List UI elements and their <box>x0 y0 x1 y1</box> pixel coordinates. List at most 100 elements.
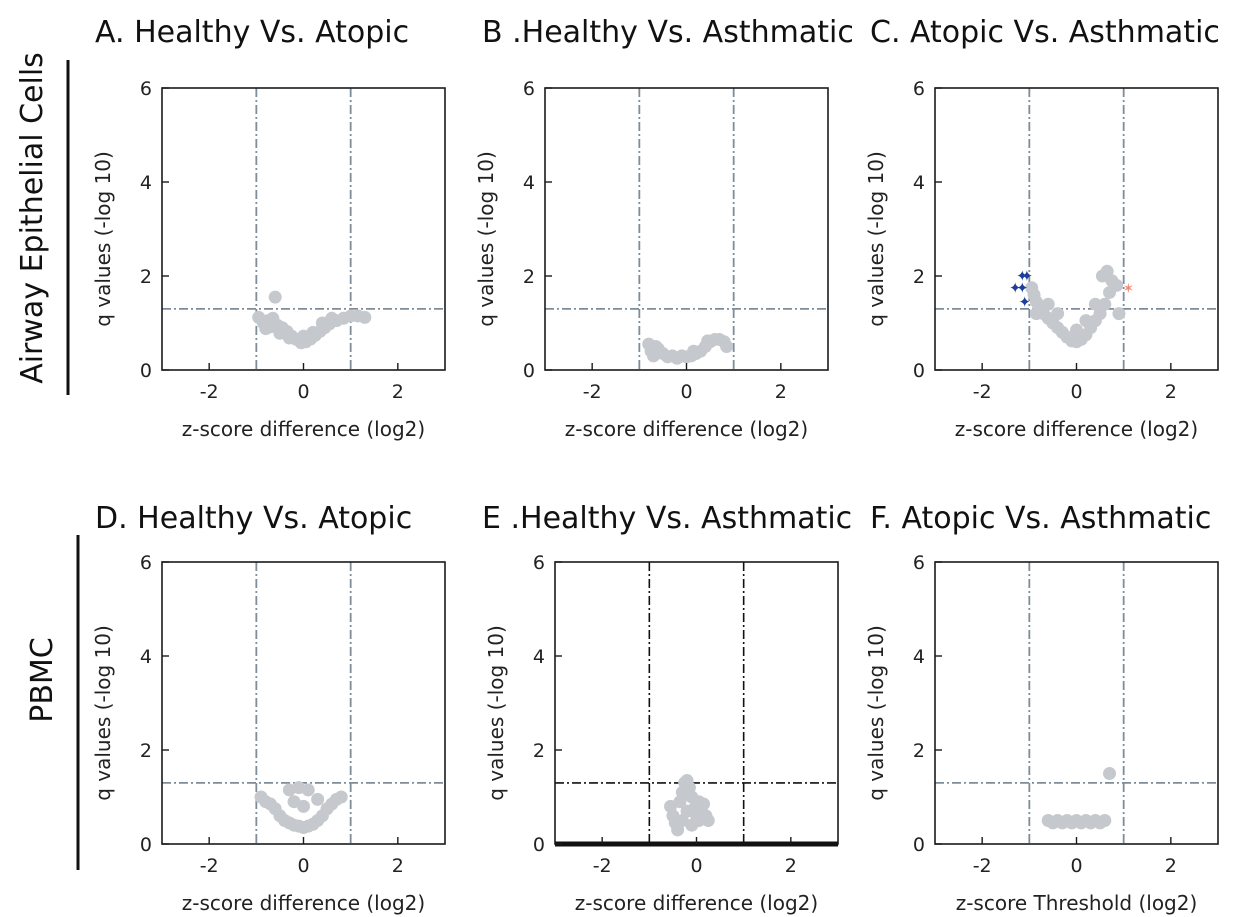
x-tick-label: -2 <box>973 381 992 403</box>
y-tick-label: 0 <box>913 360 925 382</box>
x-axis-label: z-score difference (log2) <box>955 417 1198 441</box>
y-tick-label: 2 <box>533 740 545 762</box>
data-point <box>287 795 301 809</box>
data-point <box>263 320 277 334</box>
y-tick-label: 0 <box>913 834 925 856</box>
panel-a: A. Healthy Vs. Atopic 0 2 4 6 -2 0 2 z-score dif… <box>91 15 446 441</box>
x-tick-label: 0 <box>1070 855 1082 877</box>
y-tick-label: 2 <box>140 266 152 288</box>
panel-b: B .Healthy Vs. Asthmatic 0 2 4 6 -2 0 2 z-score … <box>474 15 854 441</box>
data-point <box>692 795 706 809</box>
data-point <box>1079 314 1093 328</box>
x-tick-label: 2 <box>392 381 404 403</box>
data-point-down: ✦ <box>1009 279 1022 297</box>
x-tick-label: -2 <box>593 855 612 877</box>
y-tick-label: 4 <box>533 646 545 668</box>
panel-d: D. Healthy Vs. Atopic 0 2 4 6 -2 0 2 z-score dif… <box>91 501 446 915</box>
y-axis-label: q values (-log 10) <box>474 151 498 327</box>
data-point <box>720 340 734 353</box>
x-axis-label: z-score difference (log2) <box>182 417 425 441</box>
data-point <box>282 331 296 345</box>
x-tick-label: -2 <box>973 855 992 877</box>
panel-f: F. Atopic Vs. Asthmatic 0 2 4 6 -2 0 2 z-score T… <box>864 501 1219 915</box>
y-axis-label: q values (-log 10) <box>484 625 508 801</box>
x-tick-label: -2 <box>200 381 219 403</box>
x-tick-label: 2 <box>1165 855 1177 877</box>
panel-title: D. Healthy Vs. Atopic <box>95 501 412 536</box>
data-point-down: ✦ <box>1021 267 1034 285</box>
row-label-pbmc: PBMC <box>25 637 60 723</box>
y-tick-label: 0 <box>140 834 152 856</box>
y-tick-label: 0 <box>523 360 535 382</box>
panel-title: B .Healthy Vs. Asthmatic <box>482 15 854 50</box>
y-tick-label: 4 <box>140 646 152 668</box>
data-point <box>1098 814 1112 827</box>
panel-title: E .Healthy Vs. Asthmatic <box>482 501 852 536</box>
data-point <box>1051 307 1065 321</box>
x-axis-label: z-score Threshold (log2) <box>956 891 1198 915</box>
data-point <box>687 344 701 358</box>
data-point <box>1070 323 1083 337</box>
data-point <box>680 804 694 818</box>
y-tick-label: 6 <box>913 552 925 574</box>
data-point <box>701 334 715 348</box>
plot-frame <box>544 87 829 371</box>
data-point <box>306 325 320 339</box>
data-point <box>1029 307 1043 321</box>
data-point <box>1041 297 1055 311</box>
y-axis-label: q values (-log 10) <box>91 151 115 327</box>
y-tick-label: 2 <box>913 266 925 288</box>
data-point <box>1088 297 1102 311</box>
y-tick-label: 4 <box>913 172 925 194</box>
row-label-airway: Airway Epithelial Cells <box>15 52 50 384</box>
data-point-up: ✶ <box>1123 281 1135 297</box>
x-tick-label: 2 <box>785 855 797 877</box>
data-point <box>1098 297 1112 311</box>
x-tick-label: 0 <box>297 855 309 877</box>
data-point-down: ✦ <box>1018 293 1031 311</box>
panel-title: C. Atopic Vs. Asthmatic <box>870 15 1220 50</box>
x-tick-label: 2 <box>1165 381 1177 403</box>
y-tick-label: 6 <box>913 78 925 100</box>
x-axis-label: z-score difference (log2) <box>565 417 808 441</box>
data-point <box>268 290 282 304</box>
x-tick-label: -2 <box>200 855 219 877</box>
x-tick-label: 0 <box>690 855 702 877</box>
x-tick-label: 2 <box>392 855 404 877</box>
data-point-down: ✦ <box>1016 267 1029 285</box>
y-tick-label: 2 <box>523 266 535 288</box>
data-point-down: ✦ <box>1016 279 1029 297</box>
y-axis-label: q values (-log 10) <box>864 151 888 327</box>
plot-frame <box>934 561 1219 845</box>
data-point <box>311 792 325 806</box>
x-tick-label: 0 <box>1070 381 1082 403</box>
x-axis-label: z-score difference (log2) <box>575 891 818 915</box>
y-tick-label: 2 <box>913 740 925 762</box>
y-tick-label: 6 <box>140 78 152 100</box>
data-point <box>701 814 715 827</box>
data-point <box>649 340 663 353</box>
data-point <box>358 310 372 324</box>
data-point <box>1103 767 1117 780</box>
y-tick-label: 4 <box>140 172 152 194</box>
y-axis-label: q values (-log 10) <box>91 625 115 801</box>
panel-e: E .Healthy Vs. Asthmatic 0 2 4 6 -2 0 2 z-score … <box>482 501 852 915</box>
panel-title: A. Healthy Vs. Atopic <box>95 15 409 50</box>
data-point <box>301 783 315 797</box>
y-tick-label: 6 <box>533 552 545 574</box>
y-axis-label: q values (-log 10) <box>864 625 888 801</box>
x-tick-label: -2 <box>583 381 602 403</box>
plot-frame <box>161 87 446 371</box>
data-point <box>1112 307 1126 321</box>
x-tick-label: 0 <box>297 381 309 403</box>
data-point <box>685 818 699 832</box>
y-tick-label: 0 <box>140 360 152 382</box>
data-point <box>334 790 348 804</box>
y-tick-label: 6 <box>140 552 152 574</box>
data-point <box>1095 269 1109 283</box>
panel-grid: A. Healthy Vs. Atopic 0 2 4 6 -2 0 2 z-score dif… <box>91 15 1220 915</box>
data-point <box>325 311 339 325</box>
data-point <box>1110 278 1124 292</box>
